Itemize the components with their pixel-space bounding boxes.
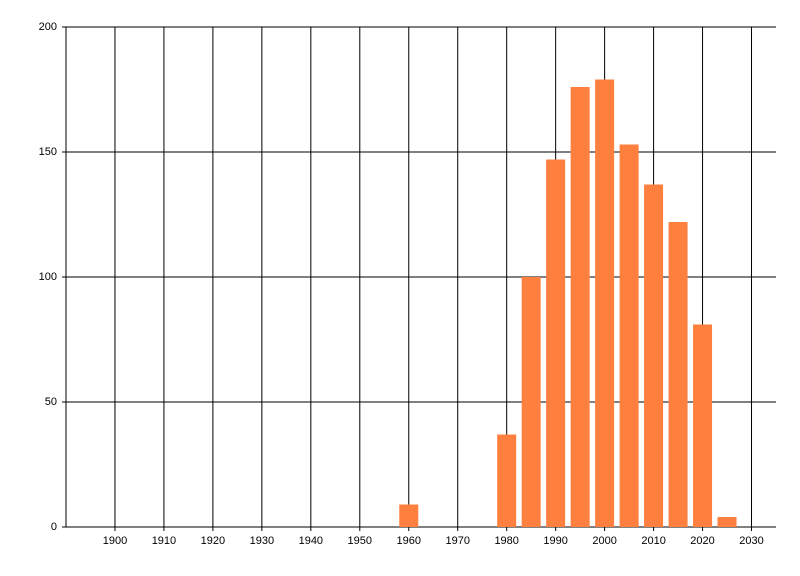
y-tick-label: 200 [39, 21, 57, 33]
y-tick-label: 50 [45, 396, 57, 408]
bar [595, 79, 615, 527]
x-tick-label: 2020 [690, 535, 714, 547]
bar [717, 517, 737, 527]
x-tick-label: 2010 [641, 535, 665, 547]
x-tick-label: 1950 [348, 535, 372, 547]
y-tick-label: 100 [39, 271, 57, 283]
bar [693, 324, 713, 527]
x-tick-label: 2000 [592, 535, 616, 547]
x-tick-label: 1930 [250, 535, 274, 547]
bar [521, 277, 541, 527]
x-tick-label: 1960 [397, 535, 421, 547]
bar [619, 144, 639, 527]
x-tick-label: 2030 [739, 535, 763, 547]
bar [546, 159, 566, 527]
x-tick-label: 1990 [543, 535, 567, 547]
x-tick-label: 1940 [299, 535, 323, 547]
x-tick-label: 1970 [445, 535, 469, 547]
x-tick-label: 1920 [201, 535, 225, 547]
x-tick-label: 1910 [152, 535, 176, 547]
bar [644, 184, 664, 527]
bar [497, 434, 517, 527]
x-tick-label: 1980 [494, 535, 518, 547]
bar [399, 504, 419, 527]
y-tick-label: 0 [51, 521, 57, 533]
y-tick-label: 150 [39, 146, 57, 158]
x-tick-label: 1900 [103, 535, 127, 547]
bar [668, 222, 688, 527]
bar [570, 87, 590, 527]
